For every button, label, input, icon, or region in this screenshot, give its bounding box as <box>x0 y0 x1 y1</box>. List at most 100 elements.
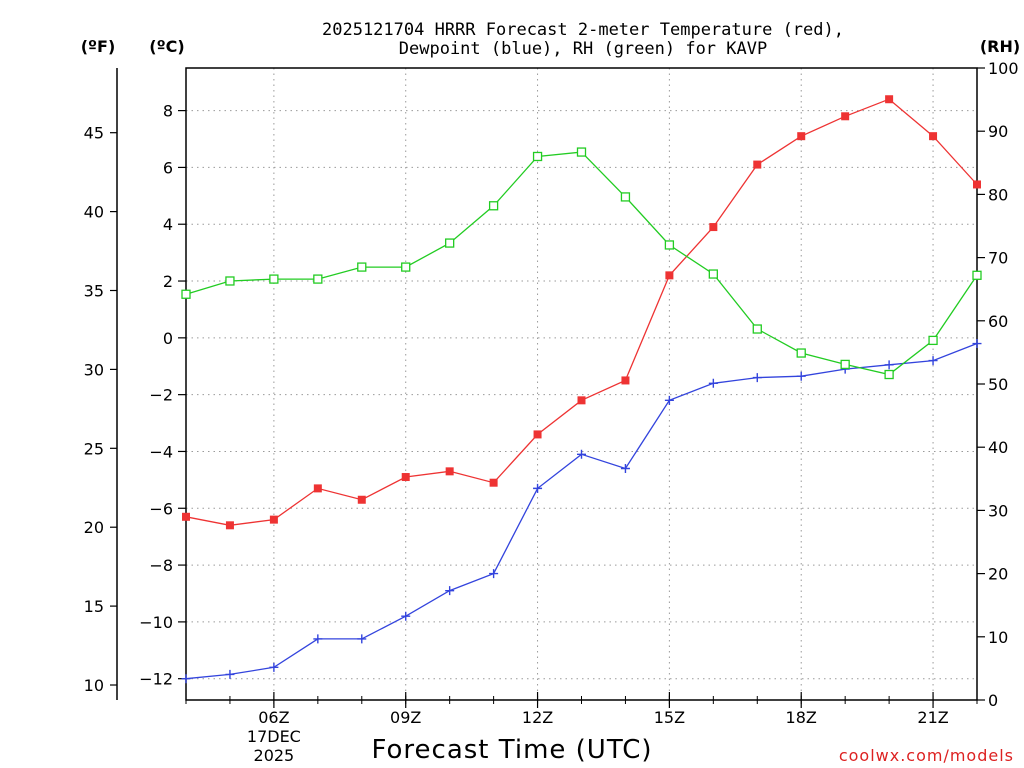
fahrenheit-unit-label: (ºF) <box>81 37 116 56</box>
data-point <box>401 473 410 482</box>
fahrenheit-tick-label: 30 <box>84 360 104 379</box>
x-tick-label: 18Z <box>786 708 817 727</box>
data-point <box>796 348 806 358</box>
series-2-meter-temperature <box>182 95 981 530</box>
x-tick-year: 2025 <box>254 746 295 765</box>
data-point <box>533 483 543 493</box>
data-point <box>225 669 235 679</box>
data-point <box>269 515 278 524</box>
celsius-tick-label: −4 <box>149 442 173 461</box>
data-point <box>929 132 938 141</box>
rh-tick-label: 70 <box>988 249 1008 268</box>
data-point <box>884 360 894 370</box>
fahrenheit-tick-label: 15 <box>84 597 104 616</box>
data-point <box>797 132 806 141</box>
plot-frame <box>185 67 978 701</box>
x-axis-title: Forecast Time (UTC) <box>371 735 652 765</box>
celsius-tick-label: −8 <box>149 556 173 575</box>
source-credit: coolwx.com/models <box>839 746 1014 765</box>
series-line <box>185 151 978 376</box>
data-point <box>752 324 762 334</box>
data-point <box>709 223 718 232</box>
fahrenheit-tick-label: 20 <box>84 518 104 537</box>
data-point <box>225 521 234 530</box>
fahrenheit-tick-label: 35 <box>84 282 104 301</box>
data-point <box>357 495 366 504</box>
data-point <box>357 634 367 644</box>
data-point <box>181 674 191 684</box>
data-point <box>973 180 981 189</box>
x-tick-label: 09Z <box>390 708 421 727</box>
data-point <box>445 586 455 596</box>
rh-tick-label: 90 <box>988 122 1008 141</box>
rh-tick-label: 50 <box>988 375 1008 394</box>
x-tick-label: 21Z <box>917 708 948 727</box>
data-point <box>620 464 630 474</box>
data-point <box>225 276 235 286</box>
data-point <box>753 160 762 169</box>
x-tick-date: 17DEC <box>247 727 301 746</box>
celsius-tick-label: 2 <box>163 272 173 291</box>
x-tick-label: 15Z <box>654 708 685 727</box>
series-relative-humidity <box>181 147 982 380</box>
celsius-tick-label: 6 <box>163 158 173 177</box>
data-point <box>840 359 850 370</box>
rh-tick-label: 0 <box>988 691 998 710</box>
data-point <box>532 151 543 162</box>
rh-tick-label: 20 <box>988 565 1008 584</box>
data-point <box>577 449 586 459</box>
celsius-tick-label: 0 <box>163 329 173 348</box>
rh-unit-label: (RH) <box>980 37 1020 56</box>
data-point <box>181 289 191 299</box>
data-point <box>928 335 938 346</box>
data-point <box>885 95 894 104</box>
data-point <box>401 262 411 272</box>
celsius-tick-label: −10 <box>139 613 173 632</box>
data-point <box>665 271 674 280</box>
rh-tick-label: 10 <box>988 628 1008 647</box>
data-point <box>269 662 279 672</box>
data-point <box>488 201 499 211</box>
series-layer <box>181 95 982 684</box>
data-point <box>664 240 675 250</box>
rh-tick-label: 100 <box>988 59 1019 78</box>
data-point <box>884 369 894 380</box>
series-line <box>185 342 978 680</box>
x-tick-label: 12Z <box>522 708 553 727</box>
axes: −12−10−8−6−4−202468101520253035404501020… <box>84 59 1019 765</box>
data-point <box>708 378 718 388</box>
data-point <box>708 269 718 279</box>
data-point <box>357 262 367 272</box>
data-point <box>620 192 631 202</box>
celsius-tick-label: 8 <box>163 102 173 121</box>
fahrenheit-tick-label: 45 <box>84 124 104 143</box>
series-dewpoint <box>181 339 982 684</box>
data-point <box>577 396 586 405</box>
data-point <box>313 274 323 284</box>
x-tick-label: 06Z <box>258 708 289 727</box>
chart-title-line1: 2025121704 HRRR Forecast 2-meter Tempera… <box>322 20 844 40</box>
data-point <box>489 478 498 487</box>
data-point <box>972 270 982 280</box>
data-point <box>313 484 322 493</box>
data-point <box>269 274 279 284</box>
grid-lines <box>186 68 977 700</box>
data-point <box>182 512 190 521</box>
data-point <box>752 373 762 383</box>
data-point <box>841 112 850 121</box>
series-line <box>185 98 978 526</box>
fahrenheit-tick-label: 25 <box>84 439 104 458</box>
data-point <box>621 376 630 385</box>
data-point <box>972 339 982 349</box>
rh-tick-label: 40 <box>988 438 1008 457</box>
fahrenheit-tick-label: 10 <box>84 676 104 695</box>
data-point <box>445 238 455 248</box>
celsius-tick-label: −12 <box>139 670 173 689</box>
data-point <box>313 634 323 644</box>
fahrenheit-tick-label: 40 <box>84 203 104 222</box>
data-point <box>445 467 454 476</box>
celsius-tick-label: 4 <box>163 215 173 234</box>
rh-tick-label: 80 <box>988 185 1008 204</box>
celsius-tick-label: −6 <box>149 499 173 518</box>
